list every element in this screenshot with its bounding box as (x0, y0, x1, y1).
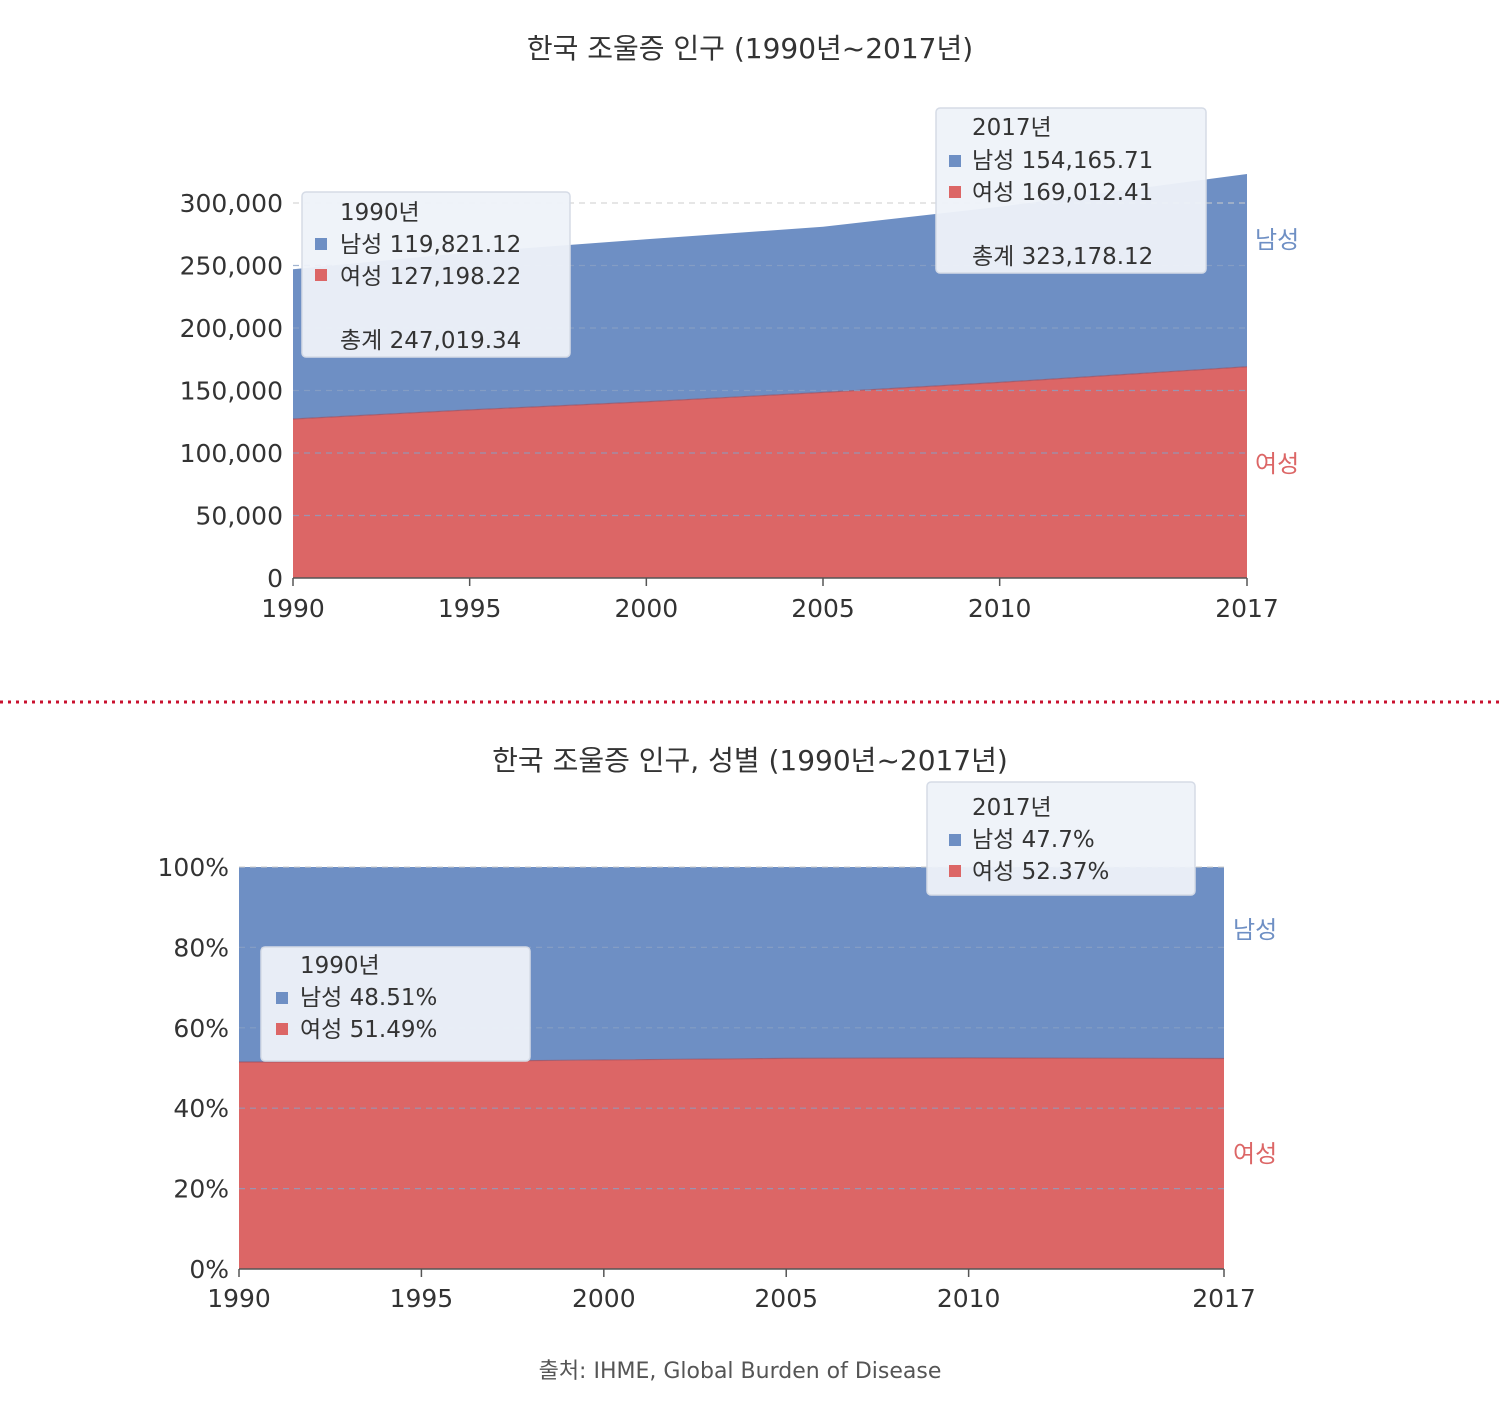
male-swatch (949, 834, 961, 846)
female-top-line (292, 366, 1248, 420)
female-swatch (949, 865, 961, 877)
y-tick-label: 0% (189, 1255, 229, 1284)
tooltip-total-value: 총계 323,178.12 (972, 244, 1153, 270)
x-tick-label: 1995 (390, 1284, 454, 1313)
y-tick-label: 60% (173, 1014, 229, 1043)
tooltip-male-value: 남성 154,165.71 (972, 148, 1153, 174)
y-tick-label: 40% (173, 1094, 229, 1123)
x-tick-label: 2017 (1192, 1284, 1256, 1313)
tooltip-male-value: 남성 48.51% (300, 985, 437, 1011)
female-swatch (949, 186, 961, 198)
tooltip-female-value: 여성 169,012.41 (972, 180, 1153, 206)
chart1-tooltip-1990: 1990년 남성 119,821.12 여성 127,198.22 총계 247… (301, 191, 571, 358)
x-tick-label: 2000 (572, 1284, 636, 1313)
x-tick-label: 2005 (791, 594, 855, 623)
tooltip-female-value: 여성 51.49% (300, 1017, 437, 1043)
tooltip-male-value: 남성 119,821.12 (340, 232, 521, 258)
y-tick-label: 0 (267, 564, 283, 593)
chart1-title: 한국 조울증 인구 (1990년~2017년) (527, 32, 973, 65)
x-tick-label: 1990 (207, 1284, 271, 1313)
x-tick-label: 2010 (937, 1284, 1001, 1313)
chart1-tooltip-2017: 2017년 남성 154,165.71 여성 169,012.41 총계 323… (935, 107, 1207, 274)
female-swatch (315, 269, 327, 281)
x-tick-label: 2017 (1215, 594, 1279, 623)
male-swatch (949, 155, 961, 167)
tooltip-box (935, 107, 1207, 274)
female-swatch (276, 1023, 288, 1035)
chart1-male-label: 남성 (1255, 226, 1299, 254)
y-tick-label: 50,000 (196, 502, 283, 531)
chart-percentage-by-sex: 한국 조울증 인구, 성별 (1990년~2017년) 0% 20% 40% 60% 8… (158, 744, 1278, 1313)
tooltip-male-value: 남성 47.7% (972, 827, 1095, 853)
chart2-tooltip-1990: 1990년 남성 48.51% 여성 51.49% (260, 946, 531, 1062)
x-tick-label: 2010 (968, 594, 1032, 623)
x-tick-label: 2005 (754, 1284, 818, 1313)
x-tick-label: 1990 (261, 594, 325, 623)
y-tick-label: 20% (173, 1175, 229, 1204)
chart2-tooltip-2017: 2017년 남성 47.7% 여성 52.37% (926, 781, 1196, 896)
y-tick-label: 250,000 (180, 252, 283, 281)
y-tick-label: 300,000 (180, 189, 283, 218)
male-swatch (276, 992, 288, 1004)
y-tick-label: 100% (158, 853, 229, 882)
tooltip-year: 2017년 (972, 795, 1052, 821)
chart-absolute-population: 한국 조울증 인구 (1990년~2017년) 0 50,000 100,000 15… (180, 32, 1300, 623)
y-tick-label: 200,000 (180, 314, 283, 343)
x-tick-label: 2000 (615, 594, 679, 623)
x-tick-label: 1995 (438, 594, 502, 623)
chart1-female-label: 여성 (1255, 450, 1299, 478)
y-tick-label: 100,000 (180, 439, 283, 468)
y-tick-label: 150,000 (180, 377, 283, 406)
tooltip-box (260, 946, 531, 1062)
chart2-title: 한국 조울증 인구, 성별 (1990년~2017년) (492, 744, 1008, 777)
source-credit: 출처: IHME, Global Burden of Disease (539, 1359, 942, 1384)
male-swatch (315, 238, 327, 250)
female-area (293, 366, 1247, 578)
tooltip-year: 1990년 (340, 200, 420, 226)
y-tick-label: 80% (173, 933, 229, 962)
tooltip-year: 1990년 (300, 953, 380, 979)
tooltip-female-value: 여성 127,198.22 (340, 264, 521, 290)
female-area (239, 1057, 1224, 1269)
chart2-female-label: 여성 (1233, 1140, 1277, 1168)
tooltip-female-value: 여성 52.37% (972, 859, 1109, 885)
tooltip-year: 2017년 (972, 115, 1052, 141)
tooltip-total-value: 총계 247,019.34 (340, 328, 521, 354)
chart2-male-label: 남성 (1233, 916, 1277, 944)
tooltip-box (926, 781, 1196, 896)
tooltip-box (301, 191, 571, 358)
